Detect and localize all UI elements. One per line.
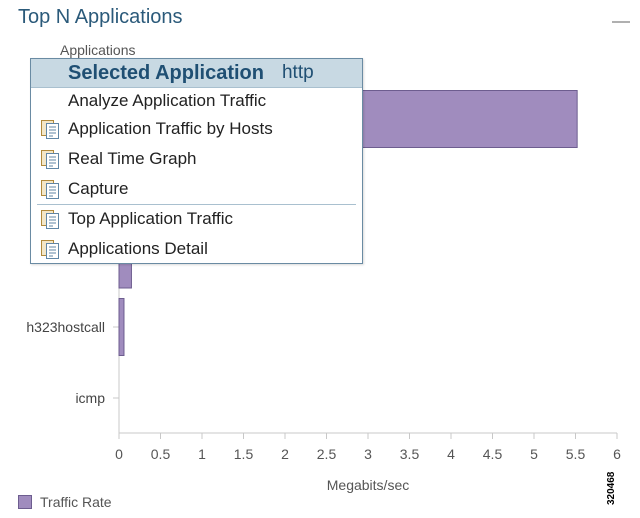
report-icon xyxy=(40,179,60,199)
menu-item-analyze-application-traffic[interactable]: Analyze Application Traffic xyxy=(31,87,362,115)
menu-header-label: Selected Application xyxy=(68,61,264,84)
menu-item-label: Real Time Graph xyxy=(68,149,197,168)
x-tick-label: 3 xyxy=(364,446,372,462)
figure-id: 320468 xyxy=(606,471,617,505)
menu-item-applications-detail[interactable]: Applications Detail xyxy=(31,235,362,263)
x-tick-label: 4 xyxy=(447,446,455,462)
context-menu: Selected Application http Analyze Applic… xyxy=(30,58,363,264)
x-tick-label: 1.5 xyxy=(234,446,254,462)
menu-item-label: Application Traffic by Hosts xyxy=(68,119,273,138)
x-tick-label: 5 xyxy=(530,446,538,462)
menu-item-label: Capture xyxy=(68,179,129,198)
bar xyxy=(118,298,125,356)
menu-item-label: Top Application Traffic xyxy=(68,209,234,228)
report-icon xyxy=(40,119,60,139)
x-tick-label: 5.5 xyxy=(566,446,586,462)
menu-item-top-application-traffic[interactable]: Top Application Traffic xyxy=(31,205,362,233)
menu-header: Selected Application http xyxy=(31,59,362,88)
menu-item-label: Analyze Application Traffic xyxy=(68,91,267,110)
panel-title: Top N Applications xyxy=(18,6,183,28)
x-tick-label: 2 xyxy=(281,446,289,462)
menu-item-real-time-graph[interactable]: Real Time Graph xyxy=(31,145,362,173)
x-tick-label: 4.5 xyxy=(483,446,503,462)
x-tick-label: 0 xyxy=(115,446,123,462)
menu-item-label: Applications Detail xyxy=(68,239,208,258)
report-icon xyxy=(40,209,60,229)
legend-swatch xyxy=(18,495,32,509)
y-axis-title: Applications xyxy=(60,42,136,58)
legend-label: Traffic Rate xyxy=(40,494,112,510)
x-tick-label: 0.5 xyxy=(151,446,171,462)
menu-item-application-traffic-by-hosts[interactable]: Application Traffic by Hosts xyxy=(31,115,362,143)
chart-legend: Traffic Rate xyxy=(18,494,112,510)
x-tick-label: 6 xyxy=(613,446,621,462)
report-icon xyxy=(40,239,60,259)
report-icon xyxy=(40,149,60,169)
y-tick-label: icmp xyxy=(75,390,105,406)
x-tick-label: 2.5 xyxy=(317,446,337,462)
menu-item-capture[interactable]: Capture xyxy=(31,175,362,203)
x-axis-title: Megabits/sec xyxy=(327,477,409,493)
menu-header-value: http xyxy=(281,62,314,83)
minimize-icon[interactable] xyxy=(612,13,630,23)
y-tick-label: h323hostcall xyxy=(26,319,105,335)
x-tick-label: 3.5 xyxy=(400,446,420,462)
x-tick-label: 1 xyxy=(198,446,206,462)
menu-separator xyxy=(37,204,356,205)
